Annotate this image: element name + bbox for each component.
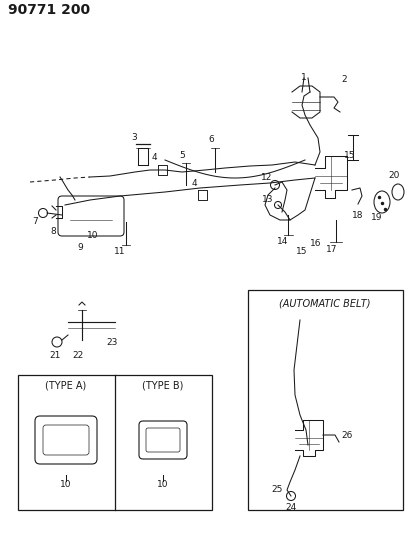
Text: 15: 15	[344, 150, 355, 159]
Text: (TYPE A): (TYPE A)	[45, 381, 86, 391]
Text: 13: 13	[262, 196, 273, 205]
Text: 10: 10	[87, 231, 99, 240]
Text: 25: 25	[271, 485, 282, 494]
Text: (AUTOMATIC BELT): (AUTOMATIC BELT)	[279, 298, 370, 308]
Text: 3: 3	[131, 133, 137, 142]
Text: 12: 12	[261, 173, 272, 182]
Text: 10: 10	[60, 480, 72, 489]
Text: 22: 22	[72, 351, 83, 360]
Bar	[247, 290, 402, 510]
Text: 15: 15	[296, 247, 307, 256]
Text: 24: 24	[285, 503, 296, 512]
Text: 8: 8	[50, 228, 56, 237]
Bar	[18, 375, 211, 510]
Text: 6: 6	[208, 135, 213, 144]
Text: 23: 23	[106, 338, 117, 347]
Text: 16: 16	[310, 238, 321, 247]
Text: 14: 14	[276, 238, 288, 246]
Text: 4: 4	[151, 154, 156, 163]
Text: 17: 17	[326, 246, 337, 254]
Text: 90771 200: 90771 200	[8, 3, 90, 17]
Text: 21: 21	[49, 351, 61, 360]
Text: 10: 10	[157, 480, 169, 489]
Text: 11: 11	[114, 247, 126, 256]
Text: 2: 2	[340, 75, 346, 84]
Text: 18: 18	[351, 211, 363, 220]
Text: 5: 5	[179, 150, 184, 159]
Text: 4: 4	[191, 179, 196, 188]
Text: 19: 19	[370, 214, 382, 222]
Text: 1: 1	[300, 72, 306, 82]
Text: 7: 7	[32, 217, 38, 227]
Text: 20: 20	[387, 171, 399, 180]
Text: 9: 9	[77, 244, 83, 253]
Text: 26: 26	[340, 431, 351, 440]
Text: (TYPE B): (TYPE B)	[142, 381, 183, 391]
